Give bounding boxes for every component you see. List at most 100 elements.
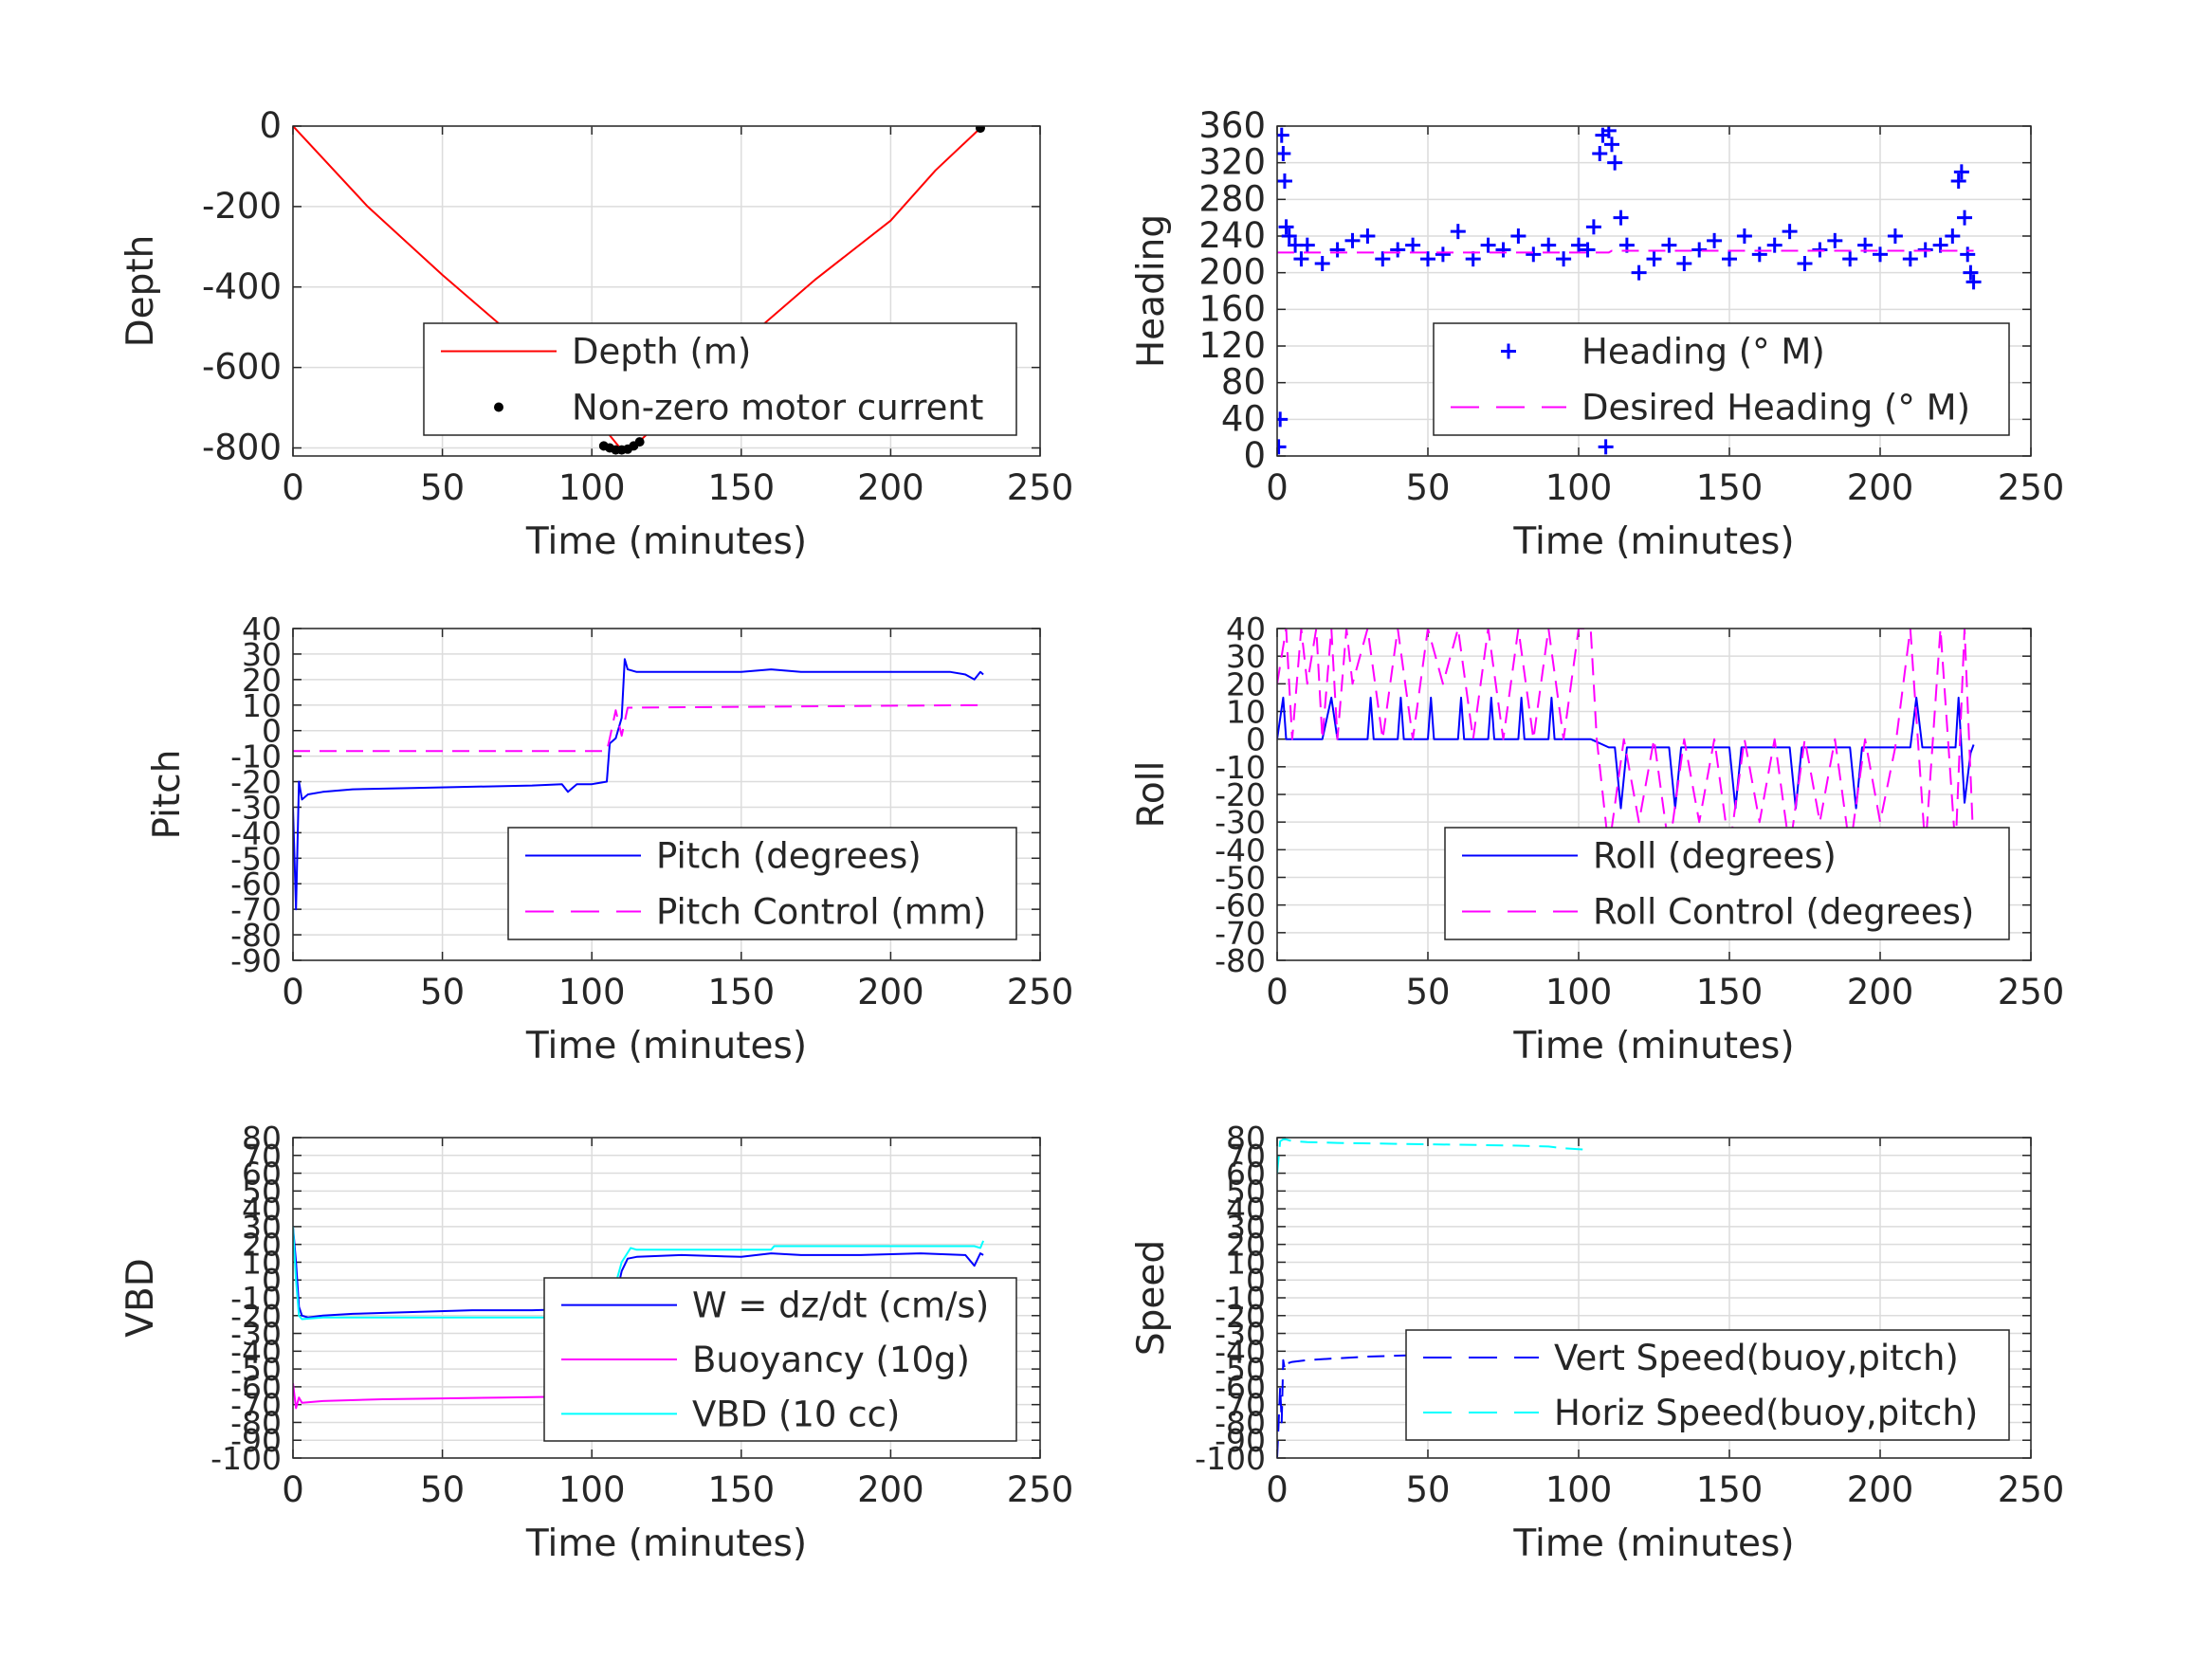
y-tick-label: 50 [242,1173,282,1210]
data-point [1613,210,1629,226]
y-tick-label: -30 [1215,804,1266,841]
x-tick-label: 0 [282,972,304,1012]
y-tick-label: 70 [1226,1138,1266,1175]
y-tick-label: 60 [242,1156,282,1193]
y-axis-label: Depth [119,235,162,348]
x-tick-label: 200 [857,467,924,508]
legend-item: Vert Speed(buoy,pitch) [1423,1338,1959,1378]
x-tick-label: 150 [1696,972,1764,1012]
data-point [1827,232,1843,248]
axes-box [292,125,1041,457]
data-point [1277,127,1289,143]
y-tick-label: -600 [202,347,282,388]
data-point [1541,237,1557,253]
data-point [1945,228,1961,244]
y-tick-label: 80 [1221,362,1266,403]
data-point [1299,237,1315,253]
x-tick-label: 200 [1847,467,1914,508]
chart-heading: 0 50 100 150 200 2500408012016020024028032036… [1130,105,2064,563]
chart-roll: 0 50 100 150 200 250403020100-10-20-30-40-50-… [1130,611,2064,1067]
y-tick-label: -90 [230,942,282,979]
data-point [1953,164,1969,180]
x-tick-label: 150 [707,1469,775,1510]
axes-box [292,628,1041,961]
y-tick-label: -800 [202,428,282,468]
x-axis-label: Time (minutes) [1512,520,1794,563]
series-group [293,658,984,911]
chart-depth: 0 50 100 150 200 250 0 -200 -400 -600 -800 Time (mi… [119,105,1073,563]
y-tick-label: -50 [230,1351,282,1388]
data-point [1435,246,1451,263]
data-point [1603,137,1619,153]
data-point [1965,274,1982,290]
data-point [1873,246,1888,263]
y-tick-label: -400 [202,266,282,307]
data-point [1277,439,1287,455]
x-tick-label: 50 [1405,972,1450,1012]
y-tick-label: -200 [202,186,282,227]
legend-item: W = dz/dt (cm/s) [561,1285,989,1326]
y-tick-label: -50 [230,840,282,877]
x-tick-label: 150 [707,467,775,508]
y-axis-label: Heading [1130,214,1173,368]
x-tick-label: 200 [857,1469,924,1510]
data-point [1375,251,1391,267]
y-tick-label: 10 [242,687,282,724]
y-tick-label: 40 [1226,611,1266,647]
y-tick-label: -60 [230,866,282,902]
data-point [1631,264,1647,281]
legend-item: Pitch Control (mm) [525,892,986,933]
data-point [1600,126,1617,138]
legend-item: Desired Heading (° M) [1451,388,1970,428]
data-point [1607,155,1623,171]
y-tick-label: 10 [1226,694,1266,731]
series-line-0 [1277,1352,1591,1458]
y-tick-label: -70 [230,1387,282,1424]
x-tick-label: 250 [1007,1469,1074,1510]
y-tick-label: -10 [1215,1280,1266,1317]
legend-box [423,322,1017,436]
legend-label: Non-zero motor current [572,388,983,428]
y-tick-label: -80 [1215,1404,1266,1441]
y-axis-label: VBD [119,1258,162,1337]
y-tick-label: 40 [242,1191,282,1228]
y-tick-label: -60 [230,1369,282,1406]
y-tick-label: 120 [1198,325,1266,366]
legend-label: Pitch Control (mm) [656,892,986,933]
x-tick-label: 100 [558,467,626,508]
data-point [1646,251,1662,267]
y-tick-label: 0 [259,105,282,146]
data-point [1278,219,1294,235]
y-tick-label: 0 [1243,435,1266,476]
data-point [1405,237,1421,253]
x-tick-label: 50 [1405,1469,1450,1510]
data-point [1314,256,1330,271]
x-tick-label: 50 [420,1469,465,1510]
data-point [1902,251,1918,267]
axes-box [1276,125,2032,457]
y-tick-label: 40 [1226,1191,1266,1228]
chart-speed: 0 50 100 150 200 25080706050403020100-10-20-3… [1130,1120,2064,1565]
y-tick-label: -40 [1215,831,1266,868]
x-tick-label: 50 [1405,467,1450,508]
axes-box [1276,628,2032,961]
y-axis-label: Roll [1130,761,1173,829]
data-point [1277,173,1292,189]
data-point [1293,251,1309,267]
y-tick-label: -100 [1195,1440,1266,1477]
series-line-1 [1277,1138,1591,1174]
data-point [1963,264,1979,281]
data-point [1495,242,1511,258]
y-tick-label: -50 [1215,1351,1266,1388]
legend-label: W = dz/dt (cm/s) [692,1285,989,1326]
data-point [1556,251,1572,267]
series-line-1 [293,1382,604,1410]
axes-box [1276,1137,2032,1459]
legend-item: Pitch (degrees) [525,836,922,877]
data-point [1766,237,1782,253]
x-tick-label: 100 [1545,467,1613,508]
legend-item: Roll Control (degrees) [1462,892,1974,933]
y-tick-label: -30 [1215,1316,1266,1353]
x-tick-label: 250 [1007,467,1074,508]
